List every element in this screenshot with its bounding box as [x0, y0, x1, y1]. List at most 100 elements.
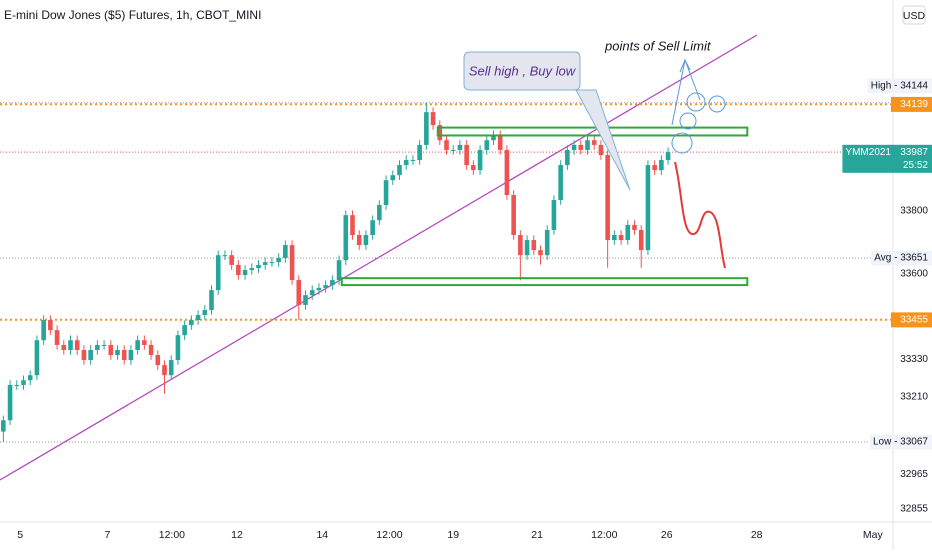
candle-body [296, 280, 302, 305]
x-tick-label: 21 [531, 529, 543, 541]
candle-body [403, 160, 409, 166]
x-tick-label: 19 [447, 529, 459, 541]
candle-body [1, 420, 6, 432]
candle-body [350, 215, 355, 236]
sketch-circle [671, 132, 693, 154]
projection-path [674, 161, 726, 269]
candle-body [276, 258, 281, 263]
candle-body [518, 235, 523, 256]
candle-body [21, 380, 26, 385]
candle-body [155, 355, 161, 366]
candle-body [41, 320, 46, 341]
candle-body [652, 165, 657, 171]
candle-body [343, 215, 349, 261]
candle-body [464, 144, 469, 166]
candle-body [283, 245, 288, 259]
candle-body [618, 235, 624, 241]
price-label: Low - 33067 [869, 434, 932, 450]
candle-body [605, 154, 610, 241]
candle-body [645, 165, 651, 251]
price-label-text: High - 34144 [871, 80, 929, 91]
candle-body [383, 180, 389, 206]
candle-body [175, 335, 181, 361]
candle-body [168, 360, 174, 376]
candle-body [242, 269, 248, 276]
price-label: Avg - 33651 [871, 250, 932, 266]
x-tick-label: 28 [751, 529, 763, 541]
candle-body [128, 349, 134, 361]
candle-body [578, 144, 584, 150]
candle-body [256, 264, 261, 269]
candle-body [81, 349, 87, 361]
candle-body [544, 229, 550, 256]
candle-body [115, 349, 120, 356]
candle-body [309, 290, 315, 296]
candle-body [511, 195, 516, 236]
x-tick-label: 26 [661, 529, 673, 541]
price-label-box [871, 250, 932, 266]
price-label: YMM2021 33987 25:52 [842, 144, 932, 173]
candle-body [477, 149, 483, 171]
candle-body [377, 205, 382, 221]
candle-body [189, 320, 194, 326]
candle-body [316, 287, 322, 291]
candle-body [236, 264, 241, 276]
candle-body [135, 340, 140, 350]
candle-body [222, 255, 228, 257]
price-label-countdown: 25:52 [903, 160, 928, 171]
candle-body [142, 340, 147, 345]
sketch-circle [708, 95, 726, 113]
y-tick-label: 33330 [900, 354, 928, 365]
candle-body [68, 340, 73, 350]
callout [463, 51, 631, 191]
price-label: 34139 [891, 96, 932, 112]
x-tick-label: 14 [316, 529, 328, 541]
candle-body [162, 365, 167, 376]
candle-body [665, 152, 671, 161]
callout-text: Sell high , Buy low [469, 63, 577, 78]
candle-body [370, 220, 375, 236]
x-tick-label: 12:00 [159, 529, 185, 541]
x-tick-label: May [863, 529, 884, 541]
sketch-arrow [671, 58, 701, 126]
candle-body [330, 280, 335, 286]
y-tick-label: 33800 [900, 206, 928, 217]
candle-body [336, 260, 342, 281]
candle-body [121, 349, 127, 361]
trend-line [0, 34, 758, 481]
candle-body [424, 112, 429, 145]
candle-body [531, 240, 537, 251]
candle-body [551, 200, 557, 230]
candle-body [269, 262, 275, 264]
candle-body [444, 140, 449, 150]
x-tick-label: 12 [231, 529, 243, 541]
candle-body [491, 135, 496, 141]
price-label-text: Low - 33067 [873, 437, 928, 448]
candle-body [202, 309, 208, 316]
candle-body [229, 255, 234, 265]
x-tick-label: 5 [17, 529, 23, 541]
candle-body [504, 149, 510, 196]
candle-body [34, 340, 40, 376]
candle-body [565, 149, 570, 166]
price-label-box [891, 312, 932, 328]
price-label-box [869, 434, 932, 450]
candle-body [262, 262, 268, 265]
candle-body [182, 325, 187, 336]
candle-body [108, 344, 114, 356]
candle-body [95, 344, 100, 350]
currency-box[interactable] [902, 5, 926, 25]
x-tick-label: 7 [105, 529, 111, 541]
price-label-value: 34139 [900, 99, 928, 110]
price-label-value: 33455 [900, 314, 928, 325]
currency[interactable]: USD [903, 10, 926, 22]
candle-body [497, 135, 503, 150]
candle-body [215, 255, 221, 291]
candle-body [74, 340, 80, 350]
candle-body [457, 144, 463, 150]
candle-body [638, 229, 644, 251]
sketch-circle [679, 112, 697, 130]
candle-body [524, 240, 530, 256]
